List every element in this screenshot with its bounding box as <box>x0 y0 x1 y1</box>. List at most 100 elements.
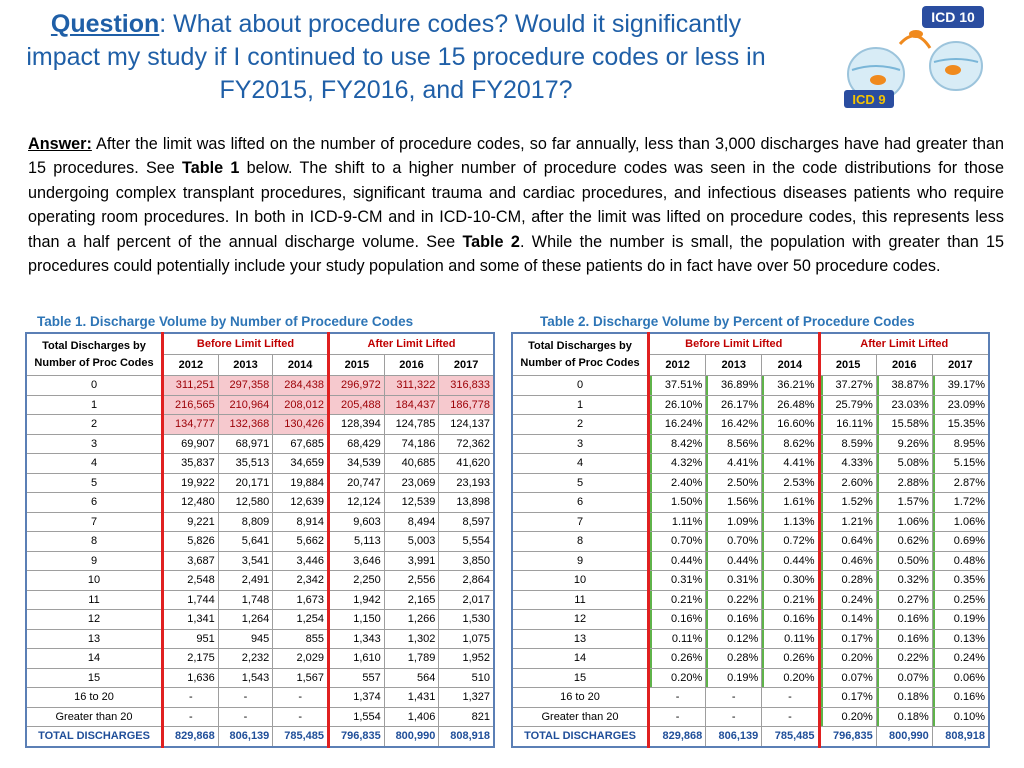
answer-text-1: After the limit was lifted on the number… <box>28 135 1004 178</box>
t1-cell: 1,567 <box>272 667 331 688</box>
t2-row: 10 0.31% 0.31% 0.30% 0.28% 0.32% 0.35% <box>511 570 990 591</box>
t2-cell: - <box>647 706 707 727</box>
t1-cell: 1,341 <box>162 609 219 630</box>
t1-row: 0 311,251 297,358 284,438 296,972 311,322 316,… <box>25 375 495 396</box>
t2-cell: 0.26% <box>761 648 821 669</box>
t2-row-label: 8 <box>511 531 650 552</box>
t1-cell: 2,232 <box>217 648 274 669</box>
t2-cell: 2.40% <box>647 472 707 493</box>
table1-discharge-volume: Total Discharges by Number of Proc Codes… <box>25 332 495 748</box>
icd10-badge <box>922 6 984 28</box>
t2-row: 6 1.50% 1.56% 1.61% 1.52% 1.57% 1.72% <box>511 492 990 513</box>
t1-cell: 68,971 <box>217 433 274 454</box>
t2-cell: 1.06% <box>931 511 990 532</box>
t1-cell: 800,990 <box>383 726 440 747</box>
t1-row-label: 15 <box>25 667 164 688</box>
t1-cell: 808,918 <box>438 726 495 747</box>
t1-cell: 68,429 <box>328 433 385 454</box>
t1-cell: 184,437 <box>383 394 440 415</box>
t2-cell: 8.56% <box>705 433 763 454</box>
t1-row: 13 951 945 855 1,343 1,302 1,075 <box>25 628 495 649</box>
t2-cell: 1.06% <box>875 511 933 532</box>
t2-year-header: 2016 <box>875 354 933 376</box>
goldfish-right <box>945 65 961 75</box>
t2-row: 8 0.70% 0.70% 0.72% 0.64% 0.62% 0.69% <box>511 531 990 552</box>
t2-cell: 8.42% <box>647 433 707 454</box>
t1-cell: 124,785 <box>383 414 440 435</box>
t1-cell: 3,446 <box>272 550 331 571</box>
t2-cell: 0.20% <box>818 648 877 669</box>
t2-cell: 39.17% <box>931 375 990 396</box>
t2-total-row: TOTAL DISCHARGES 829,868 806,139 785,485 796… <box>511 726 990 747</box>
t2-cell: 38.87% <box>875 375 933 396</box>
t1-row-label: 9 <box>25 550 164 571</box>
t2-cell: 0.25% <box>931 589 990 610</box>
t2-cell: 0.28% <box>705 648 763 669</box>
t2-cell: 0.17% <box>818 687 877 708</box>
t1-cell: 806,139 <box>217 726 274 747</box>
t1-cell: 297,358 <box>217 375 274 396</box>
t2-cell: 1.21% <box>818 511 877 532</box>
t2-cell: 1.56% <box>705 492 763 513</box>
t2-cell: 8.62% <box>761 433 821 454</box>
t2-cell: - <box>647 687 707 708</box>
t2-cell: 0.21% <box>761 589 821 610</box>
t1-cell: 1,264 <box>217 609 274 630</box>
t2-cell: 0.13% <box>931 628 990 649</box>
t2-row-label: 7 <box>511 511 650 532</box>
t2-cell: 36.89% <box>705 375 763 396</box>
t1-cell: 8,597 <box>438 511 495 532</box>
t1-cell: 1,530 <box>438 609 495 630</box>
t1-year-header: 2013 <box>217 354 274 376</box>
t2-cell: 8.59% <box>818 433 877 454</box>
t1-row-label: 14 <box>25 648 164 669</box>
t2-row-label: 9 <box>511 550 650 571</box>
t2-row: 9 0.44% 0.44% 0.44% 0.46% 0.50% 0.48% <box>511 550 990 571</box>
t1-cell: 216,565 <box>162 394 219 415</box>
t2-cell: 4.33% <box>818 453 877 474</box>
t1-cell: 311,322 <box>383 375 440 396</box>
t1-cell: - <box>162 706 219 727</box>
t2-row-label: 16 to 20 <box>511 687 650 708</box>
t2-cell: 0.26% <box>647 648 707 669</box>
t2-year-header: 2014 <box>761 354 821 376</box>
icd9-label: ICD 9 <box>852 92 885 107</box>
t1-row: 5 19,922 20,171 19,884 20,747 23,069 23,193 <box>25 472 495 493</box>
t2-cell: 4.41% <box>761 453 821 474</box>
table2-corner-header: Total Discharges by Number of Proc Codes <box>511 332 650 376</box>
t1-cell: 5,003 <box>383 531 440 552</box>
t1-cell: 3,687 <box>162 550 219 571</box>
t2-cell: 23.09% <box>931 394 990 415</box>
t1-cell: 829,868 <box>162 726 219 747</box>
t1-cell: 785,485 <box>272 726 331 747</box>
t2-row-label: Greater than 20 <box>511 706 650 727</box>
t2-cell: 0.24% <box>931 648 990 669</box>
t2-cell: 0.69% <box>931 531 990 552</box>
t1-cell: 69,907 <box>162 433 219 454</box>
t1-year-header: 2017 <box>438 354 495 376</box>
t2-row-label: 0 <box>511 375 650 396</box>
t1-cell: 564 <box>383 667 440 688</box>
t1-cell: 19,884 <box>272 472 331 493</box>
table1-reference: Table 1 <box>182 159 240 178</box>
t1-total-row: TOTAL DISCHARGES 829,868 806,139 785,485 796… <box>25 726 495 747</box>
goldfish-left <box>870 75 886 85</box>
t1-row-label: 0 <box>25 375 164 396</box>
t1-cell: 208,012 <box>272 394 331 415</box>
t1-cell: - <box>272 706 331 727</box>
t2-cell: 0.16% <box>931 687 990 708</box>
t2-cell: 1.13% <box>761 511 821 532</box>
t2-row-label: 6 <box>511 492 650 513</box>
t1-row: Greater than 20- - -1,554 1,406 821 <box>25 706 495 727</box>
t1-cell: 1,942 <box>328 589 385 610</box>
t1-cell: 12,480 <box>162 492 219 513</box>
t1-cell: 34,539 <box>328 453 385 474</box>
t1-row-label: 6 <box>25 492 164 513</box>
t1-year-header: 2014 <box>272 354 331 376</box>
t2-cell: 0.30% <box>761 570 821 591</box>
t2-row-label: 12 <box>511 609 650 630</box>
t2-cell: 796,835 <box>818 726 877 747</box>
t1-cell: 510 <box>438 667 495 688</box>
t2-cell: 0.27% <box>875 589 933 610</box>
t2-row: Greater than 20- - -0.20% 0.18% 0.10% <box>511 706 990 727</box>
